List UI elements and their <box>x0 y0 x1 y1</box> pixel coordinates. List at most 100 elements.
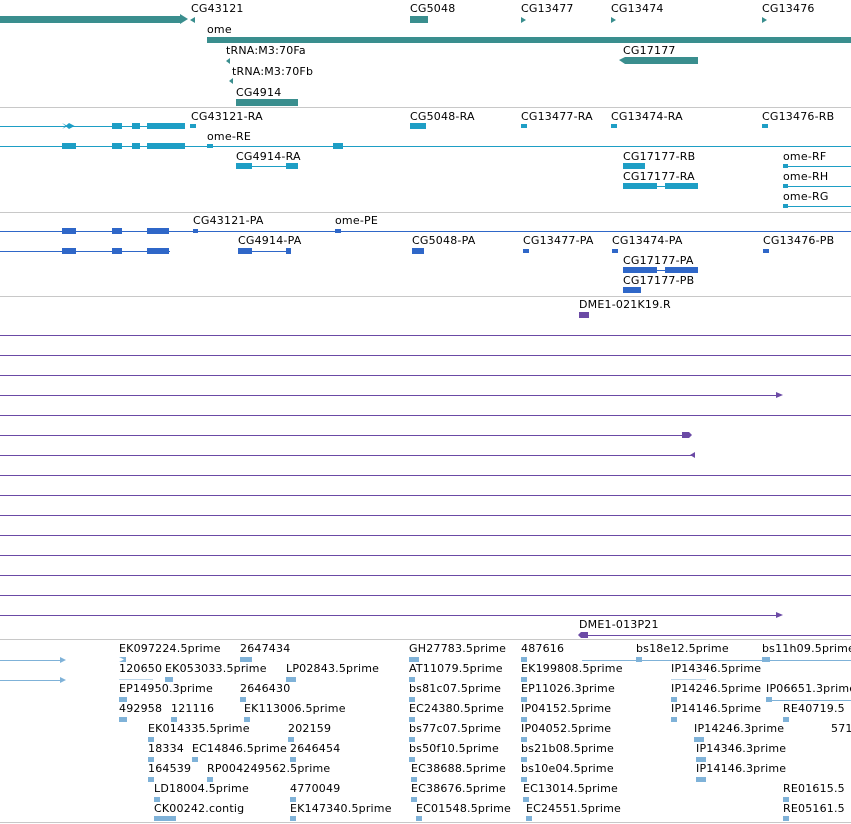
protein-exon[interactable] <box>335 229 341 233</box>
est-glyph[interactable] <box>694 737 704 742</box>
est-glyph[interactable] <box>762 657 770 662</box>
transcript-exon[interactable] <box>62 123 75 129</box>
est-glyph[interactable] <box>409 717 415 722</box>
est-label[interactable]: 120650 <box>119 662 163 675</box>
transcript-exon[interactable] <box>112 123 122 129</box>
est-label[interactable]: EK199808.5prime <box>521 662 623 675</box>
est-glyph[interactable] <box>521 717 527 722</box>
clone-line[interactable] <box>585 635 851 636</box>
transcript-label[interactable]: ome-RF <box>783 150 827 163</box>
est-glyph[interactable] <box>171 717 177 722</box>
est-glyph[interactable] <box>521 757 527 762</box>
est-label[interactable]: EP14950.3prime <box>119 682 213 695</box>
transcript-label[interactable]: CG4914-RA <box>236 150 301 163</box>
gene-label[interactable]: CG4914 <box>236 86 282 99</box>
est-label[interactable]: EK147340.5prime <box>290 802 392 815</box>
gene-glyph[interactable] <box>236 99 298 106</box>
est-glyph[interactable] <box>154 816 176 821</box>
gene-glyph[interactable] <box>410 16 428 23</box>
est-label[interactable]: IP14146.5prime <box>671 702 762 715</box>
transcript-exon[interactable] <box>190 124 196 128</box>
transcript-exon[interactable] <box>762 124 768 128</box>
est-label[interactable]: 2647434 <box>240 642 291 655</box>
protein-exon[interactable] <box>612 249 618 253</box>
est-glyph[interactable] <box>119 697 127 702</box>
est-label[interactable]: EC38688.5prime <box>411 762 506 775</box>
protein-exon[interactable] <box>286 248 291 254</box>
transcript-label[interactable]: CG13477-RA <box>521 110 593 123</box>
transcript-exon[interactable] <box>286 163 298 169</box>
protein-exon[interactable] <box>623 267 657 273</box>
est-label[interactable]: bs50f10.5prime <box>409 742 499 755</box>
est-glyph[interactable] <box>521 737 527 742</box>
est-label[interactable]: RE40719.5 <box>783 702 845 715</box>
est-label[interactable]: 2646454 <box>290 742 341 755</box>
transcript-label[interactable]: CG13474-RA <box>611 110 683 123</box>
est-label[interactable]: IP14246.3prime <box>694 722 785 735</box>
transcript-label[interactable]: CG17177-RB <box>623 150 696 163</box>
transcript-label[interactable]: ome-RE <box>207 130 251 143</box>
transcript-exon[interactable] <box>132 143 140 149</box>
protein-exon[interactable] <box>763 249 769 253</box>
est-glyph[interactable] <box>148 737 154 742</box>
est-line[interactable] <box>582 660 851 661</box>
est-glyph[interactable] <box>240 657 252 662</box>
gene-label[interactable]: CG43121 <box>191 2 244 15</box>
est-glyph[interactable] <box>119 679 153 680</box>
protein-label[interactable]: CG13474-PA <box>612 234 683 247</box>
est-glyph[interactable] <box>523 797 529 802</box>
est-glyph[interactable] <box>240 697 246 702</box>
clone-line[interactable] <box>0 595 851 596</box>
transcript-exon[interactable] <box>410 123 426 129</box>
clone-line[interactable] <box>0 575 851 576</box>
transcript-exon[interactable] <box>62 143 76 149</box>
transcript-label[interactable]: ome-RH <box>783 170 829 183</box>
est-glyph[interactable] <box>148 777 154 782</box>
clone-line[interactable] <box>0 475 851 476</box>
gene-glyph[interactable] <box>207 37 851 43</box>
est-label[interactable]: 492958 <box>119 702 163 715</box>
est-glyph[interactable] <box>409 757 415 762</box>
est-label[interactable]: 202159 <box>288 722 332 735</box>
est-glyph[interactable] <box>416 816 422 821</box>
clone-line[interactable] <box>0 495 851 496</box>
est-label[interactable]: EC01548.5prime <box>416 802 511 815</box>
est-label[interactable]: IP14146.3prime <box>696 762 787 775</box>
protein-label[interactable]: CG13477-PA <box>523 234 594 247</box>
est-label[interactable]: EC24551.5prime <box>526 802 621 815</box>
est-glyph[interactable] <box>192 757 198 762</box>
gene-glyph[interactable] <box>190 17 195 23</box>
gene-glyph[interactable] <box>762 17 767 23</box>
gene-glyph[interactable] <box>229 78 233 84</box>
transcript-exon[interactable] <box>112 143 122 149</box>
gene-label[interactable]: CG17177 <box>623 44 676 57</box>
protein-exon[interactable] <box>238 248 252 254</box>
clone-label[interactable]: DME1-013P21 <box>579 618 659 631</box>
gene-glyph[interactable] <box>625 57 698 64</box>
est-label[interactable]: IP06651.3prime <box>766 682 851 695</box>
protein-exon[interactable] <box>147 228 169 234</box>
transcript-exon[interactable] <box>236 163 252 169</box>
est-label[interactable]: 571 <box>831 722 851 735</box>
clone-line[interactable] <box>0 415 851 416</box>
est-label[interactable]: EC24380.5prime <box>409 702 504 715</box>
transcript-label[interactable]: CG13476-RB <box>762 110 835 123</box>
protein-label[interactable]: CG43121-PA <box>193 214 264 227</box>
est-glyph[interactable] <box>119 717 127 722</box>
transcript-exon[interactable] <box>783 204 788 208</box>
est-label[interactable]: CK00242.contig <box>154 802 245 815</box>
est-glyph[interactable] <box>290 797 296 802</box>
est-label[interactable]: RE01615.5 <box>783 782 845 795</box>
transcript-exon[interactable] <box>147 123 185 129</box>
clone-line[interactable] <box>0 515 851 516</box>
clone-line[interactable] <box>0 615 778 616</box>
clone-line[interactable] <box>0 535 851 536</box>
est-glyph[interactable] <box>766 697 772 702</box>
est-label[interactable]: IP14346.3prime <box>696 742 787 755</box>
est-label[interactable]: 4770049 <box>290 782 341 795</box>
est-label[interactable]: EK097224.5prime <box>119 642 221 655</box>
clone-line[interactable] <box>0 455 692 456</box>
est-line[interactable] <box>766 700 851 701</box>
transcript-exon[interactable] <box>521 124 527 128</box>
clone-line[interactable] <box>0 555 851 556</box>
